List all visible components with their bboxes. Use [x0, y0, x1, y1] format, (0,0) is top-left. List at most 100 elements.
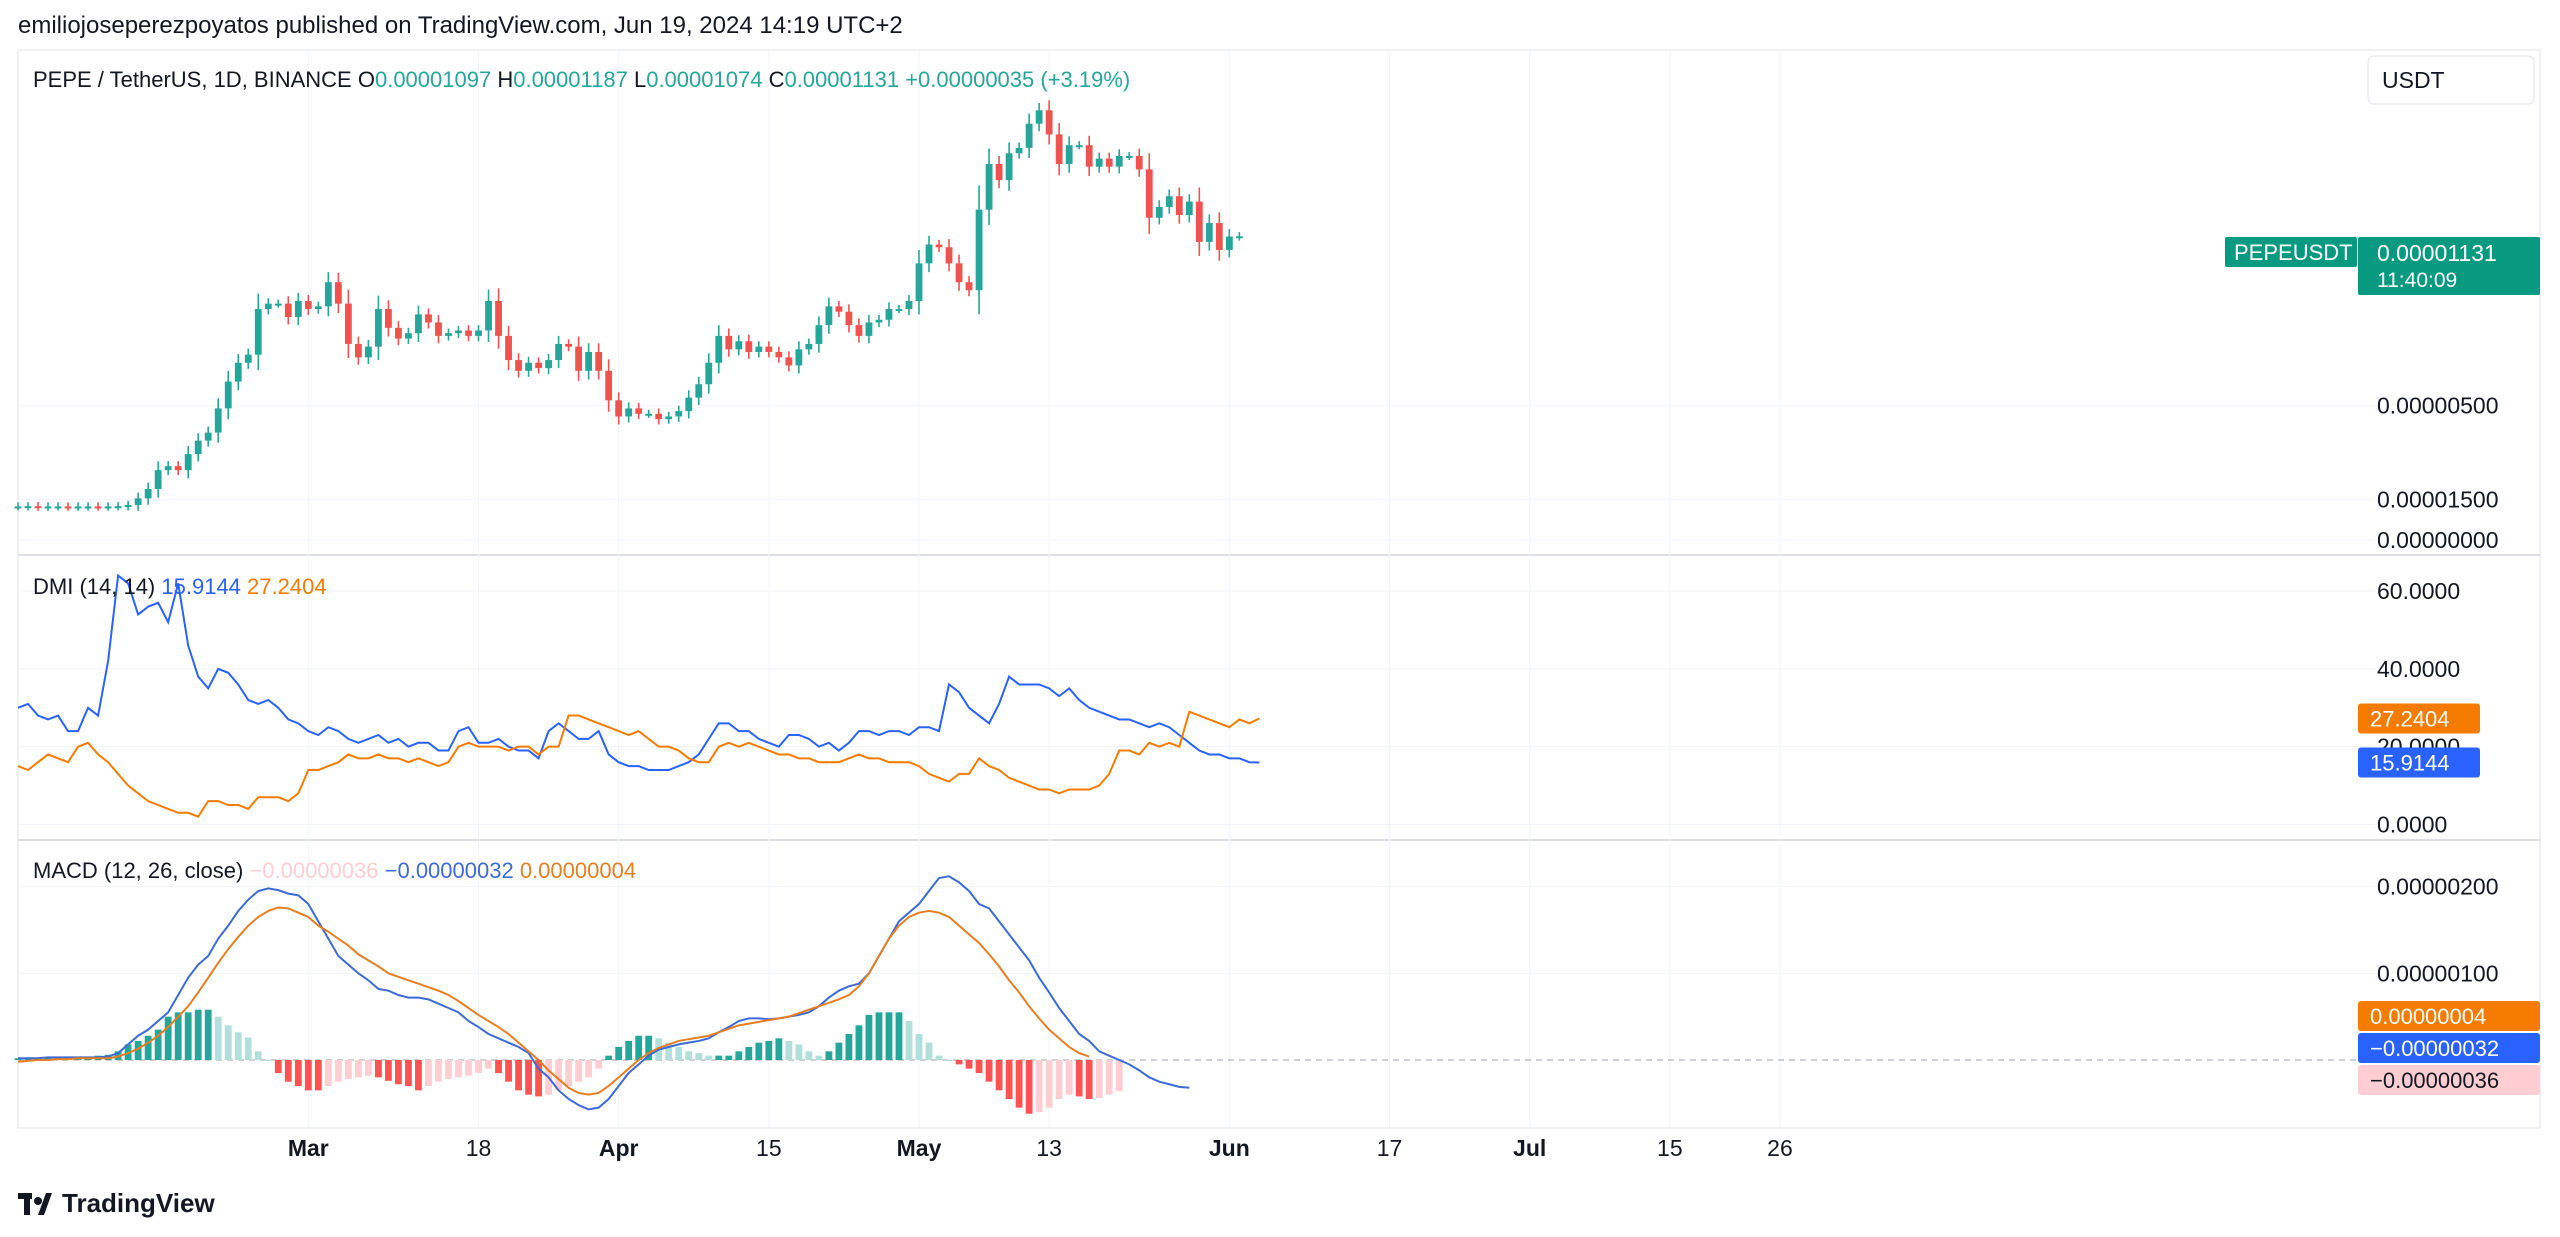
candle-body: [955, 263, 963, 283]
macd-hist-bar: [385, 1060, 392, 1081]
candle-body: [354, 343, 362, 358]
macd-hist-bar: [615, 1047, 623, 1060]
macd-hist-bar: [284, 1060, 292, 1082]
x-axis-tick: Jun: [1209, 1135, 1250, 1161]
candle-body: [194, 440, 202, 455]
candle-body: [1105, 158, 1113, 167]
macd-hist-bar: [675, 1047, 683, 1060]
candle-body: [575, 346, 583, 371]
footer-brand[interactable]: TradingView: [18, 1188, 215, 1219]
macd-hist-bar: [194, 1009, 202, 1060]
candle-body: [395, 327, 402, 339]
macd-hist-bar: [1105, 1060, 1113, 1095]
macd-hist-bar: [835, 1042, 843, 1060]
candle-body: [94, 506, 102, 509]
candle-body: [805, 343, 813, 350]
candle-body: [274, 303, 282, 306]
macd-main-line: [18, 875, 1190, 1111]
candle-body: [1235, 236, 1243, 239]
candle-body: [765, 346, 773, 352]
candle-body: [1165, 196, 1173, 207]
candle-body: [535, 362, 542, 369]
candle-body: [344, 303, 352, 344]
last-price-label: 0.00001131: [2377, 240, 2497, 266]
candle-body: [545, 360, 552, 369]
candle-body: [1135, 155, 1143, 170]
macd-hist-bar: [945, 1060, 953, 1061]
macd-hist-bar: [1005, 1060, 1013, 1099]
candle-body: [925, 244, 933, 264]
candle-body: [1175, 196, 1183, 216]
currency-button[interactable]: [2367, 55, 2535, 105]
candle-body: [1055, 134, 1063, 164]
candle-body: [495, 300, 502, 336]
candle-body: [945, 247, 953, 264]
macd-hist-bar: [645, 1035, 653, 1060]
candle-body: [845, 311, 853, 326]
low-value: 0.00001074: [646, 67, 762, 92]
macd-hist-bar: [1065, 1060, 1073, 1095]
macd-hist-bar: [144, 1035, 152, 1060]
macd-hist-bar: [965, 1060, 973, 1069]
macd-hist-bar: [925, 1042, 933, 1060]
candle-body: [294, 300, 302, 318]
published-line: emiliojoseperezpoyatos published on Trad…: [18, 12, 903, 39]
macd-hist-bar: [134, 1040, 142, 1060]
macd-hist-bar: [915, 1034, 923, 1060]
macd-hist-bar: [805, 1051, 813, 1060]
macd-hist-bar: [815, 1055, 823, 1060]
candle-body: [685, 397, 693, 412]
candle-body: [645, 413, 653, 416]
footer-brand-label: TradingView: [62, 1188, 215, 1218]
candle-body: [204, 432, 212, 441]
candle-body: [595, 352, 603, 371]
macd-hist-bar: [324, 1060, 332, 1086]
candle-body: [304, 300, 312, 310]
macd-hist-bar: [525, 1060, 532, 1095]
candle-body: [224, 381, 232, 409]
macd-hist-bar: [1025, 1060, 1033, 1114]
macd-hist-bar: [1045, 1060, 1053, 1108]
macd-hist-bar: [274, 1060, 282, 1073]
macd-hist-bar: [665, 1042, 673, 1060]
x-axis-tick: 15: [756, 1135, 782, 1161]
candle-body: [975, 209, 983, 291]
dmi-value-tag-label: 27.2404: [2370, 707, 2450, 732]
candle-body: [134, 498, 142, 506]
currency-button-label: USDT: [2382, 67, 2445, 93]
macd-hist-bar: [485, 1060, 492, 1069]
candle-body: [264, 303, 272, 310]
candle-body: [1025, 123, 1033, 148]
macd-hist-bar: [1015, 1060, 1023, 1108]
symbol-tag: [2225, 237, 2357, 267]
candle-body: [154, 470, 162, 489]
candle-body: [334, 282, 342, 304]
candle-body: [254, 309, 262, 355]
candle-body: [465, 330, 472, 336]
macd-signal-line: [17, 906, 1090, 1096]
dmi-title: DMI (14, 14): [33, 574, 155, 599]
candle-body: [835, 306, 843, 312]
candle-body: [605, 370, 613, 401]
macd-hist-bar: [995, 1060, 1003, 1091]
macd-hist-bar: [475, 1060, 482, 1073]
low-label: L: [634, 67, 646, 92]
macd-title: MACD (12, 26, close): [33, 858, 243, 883]
macd-hist-bar: [685, 1051, 693, 1060]
macd-value-tag-label: 0.00000004: [2370, 1004, 2486, 1029]
macd-hist-bar: [154, 1029, 162, 1060]
candle-body: [385, 309, 392, 328]
candle-body: [475, 330, 482, 336]
candle-body: [445, 333, 452, 336]
candle-body: [144, 488, 152, 499]
candle-body: [455, 330, 462, 334]
candle-body: [1095, 158, 1103, 167]
candle-body: [244, 354, 252, 363]
candle-body: [124, 505, 132, 508]
macd-hist-bar: [715, 1055, 723, 1060]
candle-body: [1185, 201, 1193, 216]
macd-hist-bar: [344, 1060, 352, 1080]
macd-hist-bar: [905, 1021, 913, 1060]
macd-hist-bar: [845, 1034, 853, 1060]
